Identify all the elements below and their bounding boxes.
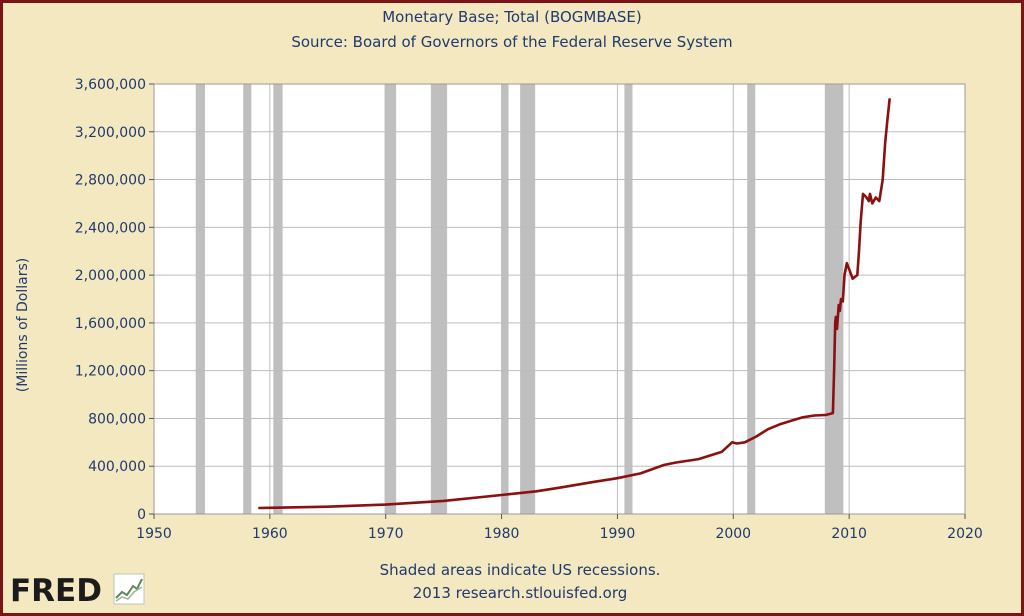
x-tick-label-2: 1970 [368,526,404,542]
fred-logo-graph-icon [113,573,145,605]
chart-title: Monetary Base; Total (BOGMBASE) [382,8,642,26]
source-credit: 2013 research.stlouisfed.org [413,584,628,602]
fred-logo-text: FRED [10,573,102,609]
chart-subtitle: Source: Board of Governors of the Federa… [291,33,732,51]
series-line-0 [258,98,891,510]
recession-band-9 [824,84,844,514]
recession-band-6 [520,84,536,514]
grid-lines [154,84,965,514]
y-tick-label-5: 2,000,000 [75,268,146,284]
x-tick-label-3: 1980 [484,526,520,542]
y-tick-label-7: 2,800,000 [75,173,146,189]
x-tick-label-4: 1990 [600,526,636,542]
series-layer [258,98,891,510]
y-tick-label-1: 400,000 [88,459,146,475]
x-tick-label-5: 2000 [715,526,751,542]
y-tick-label-3: 1,200,000 [75,364,146,380]
x-tick-label-6: 2010 [831,526,867,542]
x-tick-label-0: 1950 [136,526,172,542]
recession-band-2 [273,84,283,514]
y-axis-label: (Millions of Dollars) [15,258,31,392]
y-tick-label-9: 3,600,000 [75,77,146,93]
y-tick-label-6: 2,400,000 [75,220,146,236]
y-tick-label-8: 3,200,000 [75,125,146,141]
x-tick-label-7: 2020 [947,526,983,542]
recession-band-0 [195,84,205,514]
recession-band-5 [501,84,509,514]
recession-band-8 [747,84,756,514]
recession-band-1 [243,84,252,514]
recession-bands [195,84,844,514]
fred-logo: FRED [10,573,145,609]
recession-band-3 [384,84,397,514]
y-axis-ticks: 0 400,000 800,000 1,200,000 1,600,000 2,000,0… [75,77,154,523]
y-tick-label-2: 800,000 [88,411,146,427]
recession-band-7 [624,84,633,514]
recession-note: Shaded areas indicate US recessions. [380,561,661,579]
recession-band-4 [430,84,448,514]
plot-border [153,83,966,515]
x-tick-label-1: 1960 [252,526,288,542]
y-tick-label-0: 0 [137,507,146,523]
y-tick-label-4: 1,600,000 [75,316,146,332]
x-axis-ticks: 1950 1960 1970 1980 1990 2000 2010 2020 [136,514,983,542]
